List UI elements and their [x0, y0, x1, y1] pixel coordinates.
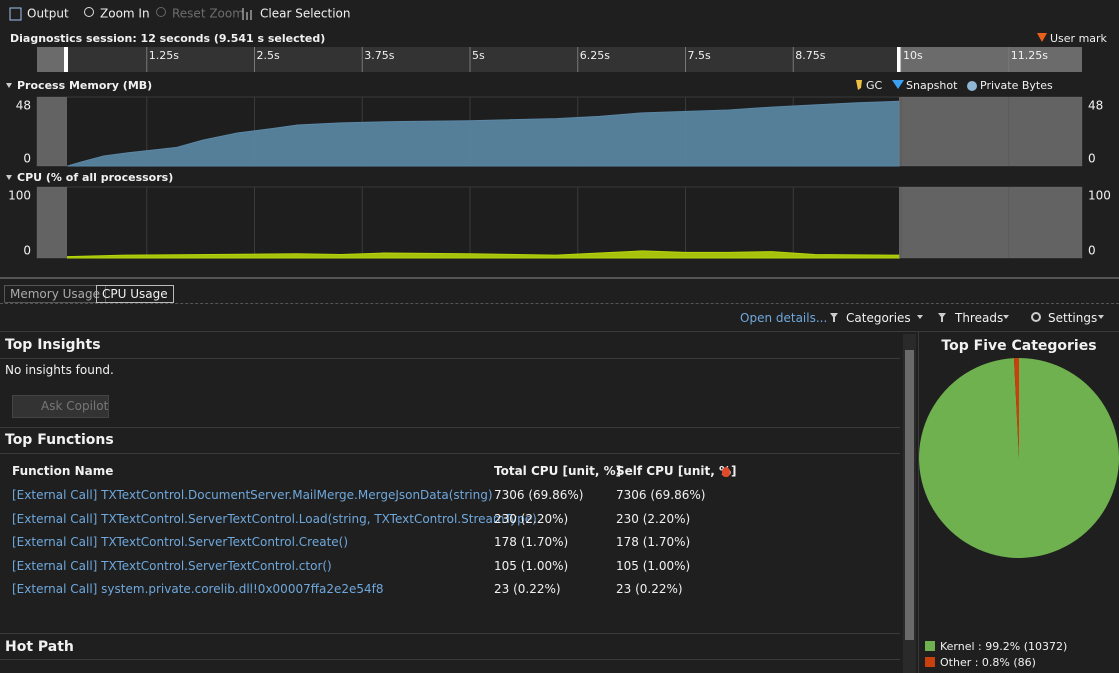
cpu-cell: 178 (1.70%)	[616, 535, 691, 550]
unselected-region	[899, 47, 1082, 72]
copilot-label: Ask Copilot	[41, 399, 109, 413]
unselected-region	[37, 47, 67, 72]
snapshot-icon	[892, 80, 904, 89]
ruler-label: 3.75s	[364, 49, 394, 62]
legend-swatch	[925, 641, 935, 651]
zoom-icon	[84, 7, 94, 17]
ruler-label: 10s	[903, 49, 923, 62]
legend-entry: GC	[866, 79, 883, 92]
copilot-button[interactable]	[12, 395, 109, 418]
divider	[0, 427, 900, 428]
tab[interactable]: CPU Usage	[96, 285, 174, 303]
section-title: Hot Path	[5, 639, 74, 655]
insights-message: No insights found.	[5, 363, 114, 377]
legend-entry: Private Bytes	[980, 79, 1053, 92]
y-tick-label: 0	[23, 152, 31, 166]
cpu-cell: 230 (2.20%)	[616, 511, 691, 526]
ruler-label: 6.25s	[580, 49, 610, 62]
tab-divider	[0, 303, 1119, 304]
legend-entry: Other : 0.8% (86)	[940, 656, 1036, 669]
cpu-cell: 105 (1.00%)	[494, 558, 569, 573]
divider	[0, 331, 1119, 332]
filter-button[interactable]: Categories	[846, 311, 911, 325]
toolbar-icons	[830, 312, 1104, 322]
toolbar-button[interactable]: Clear Selection	[260, 7, 351, 21]
cpu-cell: 230 (2.20%)	[494, 511, 569, 526]
legend-entry: Kernel : 99.2% (10372)	[940, 640, 1067, 653]
chart-title: Process Memory (MB)	[17, 79, 152, 92]
y-tick-label: 100	[8, 189, 31, 203]
cpu-cell: 7306 (69.86%)	[494, 488, 584, 502]
cpu-cell: 178 (1.70%)	[494, 535, 569, 550]
column-header: Total CPU [unit, %]	[494, 464, 622, 478]
column-header: Function Name	[12, 464, 114, 478]
legend-swatch	[925, 657, 935, 667]
cpu-cell: 7306 (69.86%)	[616, 488, 706, 502]
y-tick-label: 48	[1088, 99, 1103, 113]
y-tick-label: 0	[1088, 244, 1096, 258]
function-name[interactable]: [External Call] TXTextControl.ServerText…	[12, 558, 332, 573]
y-tick-label: 100	[1088, 189, 1111, 203]
function-name[interactable]: [External Call] TXTextControl.ServerText…	[12, 535, 349, 550]
collapse-icon[interactable]	[6, 83, 12, 88]
toolbar-button[interactable]: Zoom In	[100, 7, 150, 21]
selection-handle[interactable]	[64, 47, 68, 72]
function-name[interactable]: [External Call] TXTextControl.ServerText…	[12, 511, 537, 526]
reset-zoom-icon	[156, 7, 166, 17]
unselected-region	[37, 187, 67, 258]
section-title: Top Insights	[5, 337, 101, 353]
selection-handle[interactable]	[897, 47, 901, 72]
y-tick-label: 0	[1088, 152, 1096, 166]
function-name[interactable]: [External Call] system.private.corelib.d…	[12, 582, 384, 597]
ruler-label: 1.25s	[149, 49, 179, 62]
area	[67, 100, 900, 167]
divider	[918, 332, 919, 673]
y-tick-label: 48	[16, 99, 31, 113]
chart-title: Top Five Categories	[941, 338, 1096, 354]
output-icon	[9, 7, 22, 21]
toolbar-button[interactable]: Output	[27, 7, 69, 21]
scrollbar-thumb[interactable]	[905, 350, 914, 640]
ruler-label: 7.5s	[688, 49, 711, 62]
toolbar-button[interactable]: Reset Zoom	[172, 7, 244, 21]
function-name[interactable]: [External Call] TXTextControl.DocumentSe…	[12, 488, 493, 502]
pie-slice	[1013, 358, 1019, 458]
unselected-region	[899, 97, 1082, 166]
ruler-label: 5s	[472, 49, 485, 62]
collapse-icon[interactable]	[6, 175, 12, 180]
unselected-region	[37, 97, 67, 166]
unselected-region	[899, 187, 1082, 258]
timeline: Output Zoom In Reset Zoom Clear Selectio…	[0, 0, 1119, 280]
divider	[0, 453, 900, 454]
cpu-cell: 105 (1.00%)	[616, 558, 691, 573]
categories-panel: Top Five Categories Kernel : 99.2% (1037…	[919, 338, 1119, 669]
legend-entry: Snapshot	[906, 79, 958, 92]
filter-button[interactable]: Settings	[1048, 311, 1098, 325]
clear-icon	[242, 8, 252, 20]
user-mark: User mark	[1050, 32, 1108, 45]
hot-icon	[722, 467, 730, 477]
chart-title: CPU (% of all processors)	[17, 171, 173, 184]
divider	[0, 633, 900, 634]
ruler-label: 8.75s	[795, 49, 825, 62]
divider	[0, 358, 900, 359]
column-header: Self CPU [unit, %]	[616, 464, 737, 478]
gc-icon	[856, 80, 862, 90]
private-bytes-icon	[967, 81, 977, 91]
cpu-cell: 23 (0.22%)	[616, 582, 683, 597]
user-mark-icon	[1037, 33, 1047, 42]
session-title: Diagnostics session: 12 seconds (9.541 s…	[10, 32, 325, 45]
open-details[interactable]: Open details...	[740, 311, 828, 325]
section-title: Top Functions	[5, 432, 114, 448]
ruler-label: 11.25s	[1011, 49, 1048, 62]
divider	[0, 659, 900, 660]
y-tick-label: 0	[23, 244, 31, 258]
cpu-cell: 23 (0.22%)	[494, 582, 561, 597]
filter-button[interactable]: Threads	[955, 311, 1004, 325]
ruler-label: 2.5s	[257, 49, 280, 62]
tab[interactable]: Memory Usage	[4, 285, 107, 303]
